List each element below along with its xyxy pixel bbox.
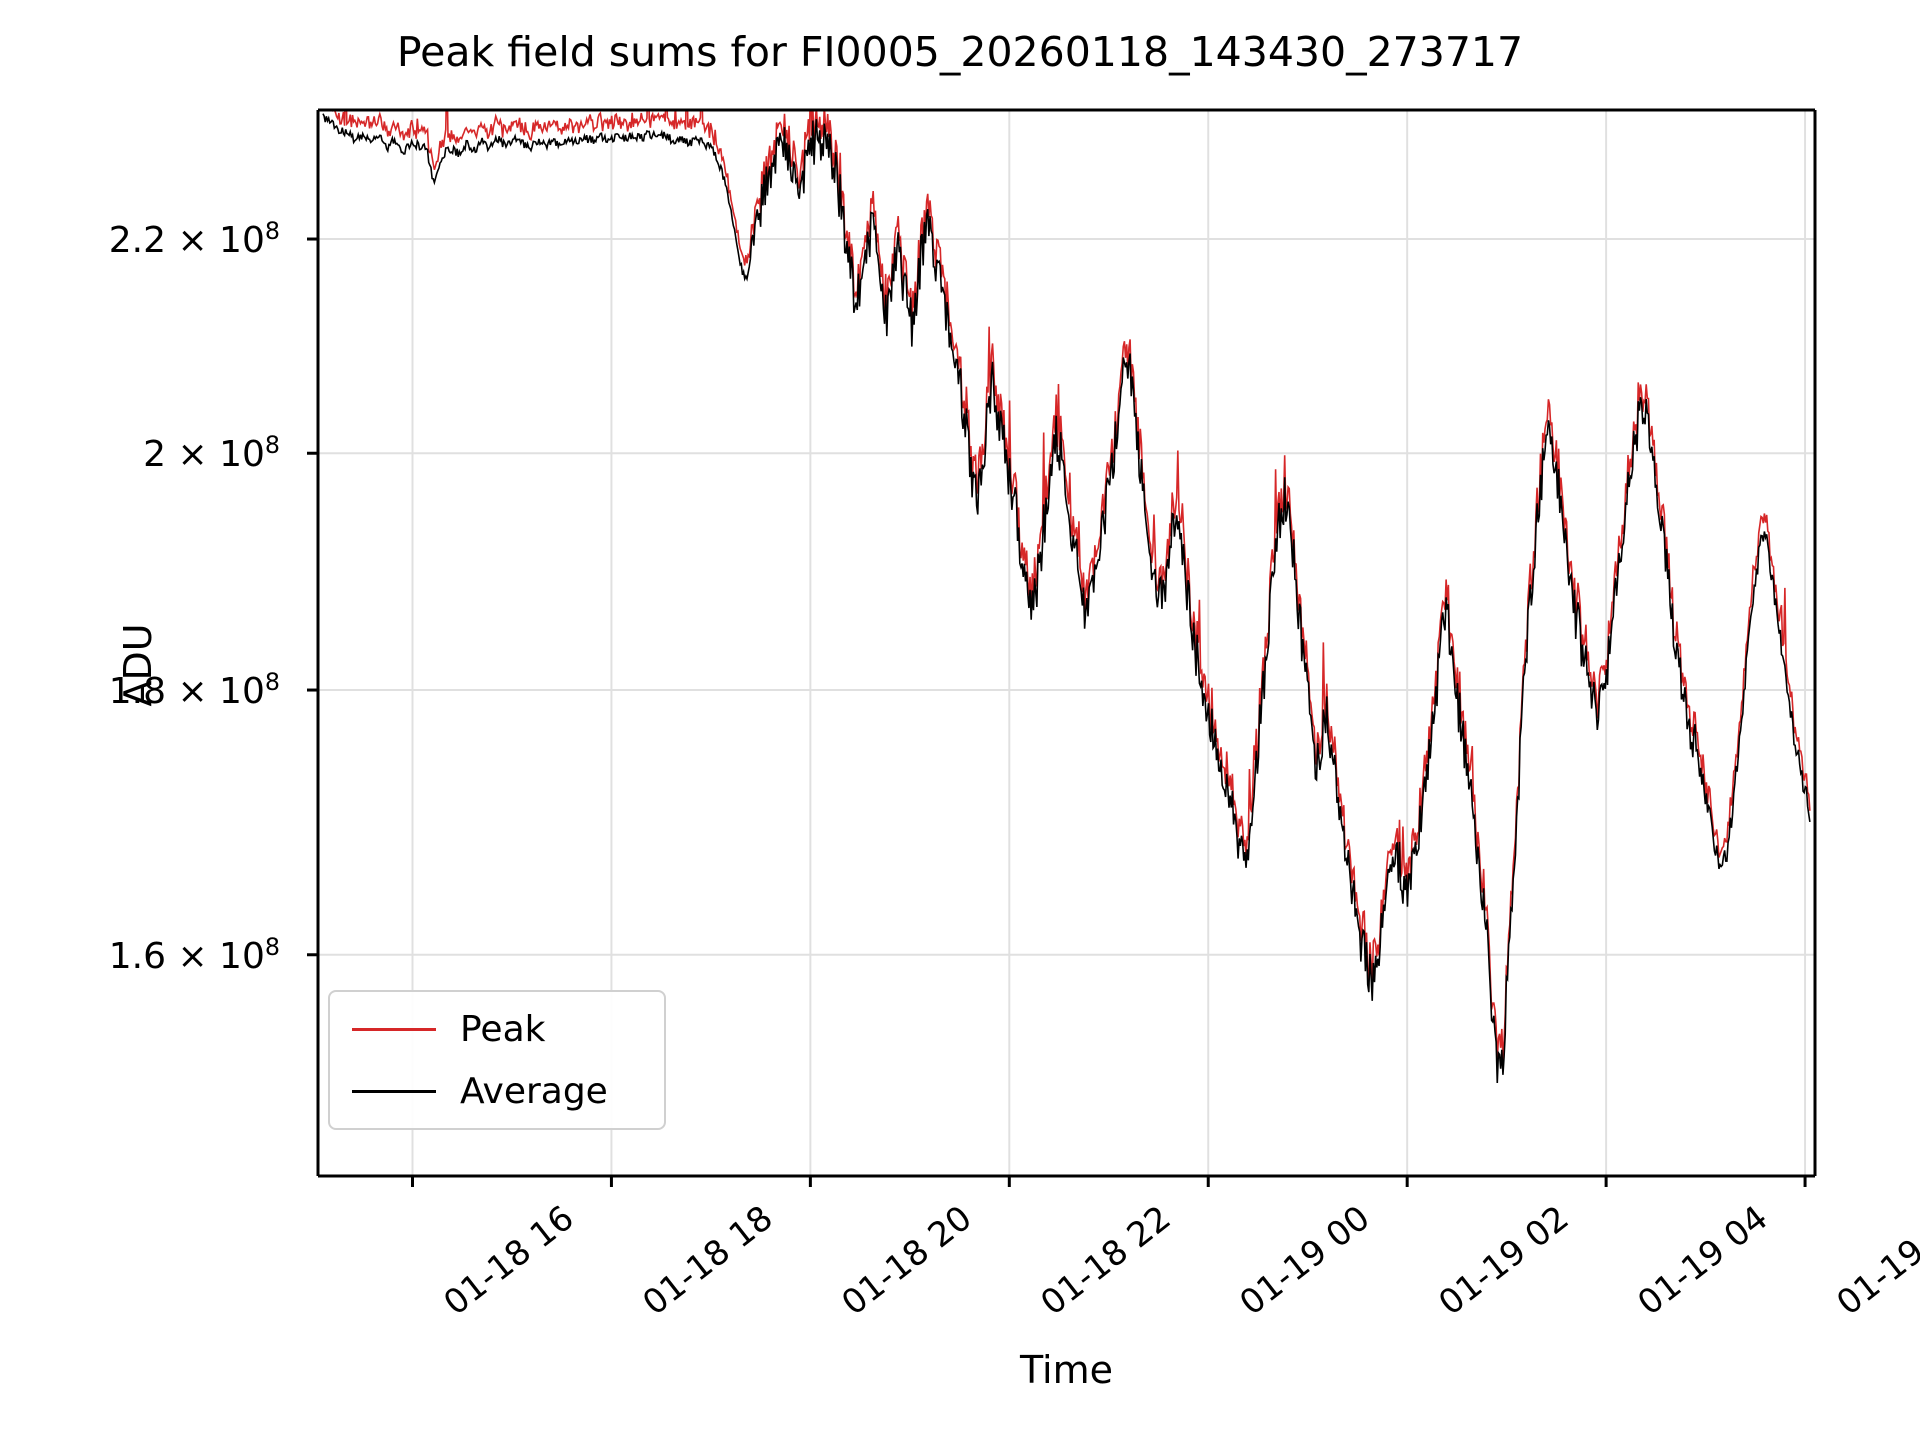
y-tick-label: 2.2 × 108 bbox=[108, 217, 280, 262]
series-line-average bbox=[322, 113, 1811, 1084]
legend-swatch-peak bbox=[352, 1027, 436, 1031]
x-axis-label: Time bbox=[1020, 1348, 1113, 1392]
chart-title: Peak field sums for FI0005_20260118_1434… bbox=[396, 28, 1524, 76]
legend-entry-peak: Peak bbox=[330, 998, 668, 1060]
legend-swatch-average bbox=[352, 1089, 436, 1093]
legend-entry-average: Average bbox=[330, 1060, 668, 1122]
axis-spines bbox=[316, 108, 1817, 1178]
series-line-peak bbox=[332, 110, 1811, 1062]
y-tick-label: 1.8 × 108 bbox=[108, 668, 280, 713]
legend-label-average: Average bbox=[460, 1070, 608, 1112]
chart-legend[interactable]: Peak Average bbox=[328, 990, 666, 1130]
legend-label-peak: Peak bbox=[460, 1008, 546, 1050]
y-tick-label: 2 × 108 bbox=[143, 431, 280, 476]
y-tick-label: 1.6 × 108 bbox=[108, 932, 280, 977]
tick-marks bbox=[307, 237, 1807, 1187]
